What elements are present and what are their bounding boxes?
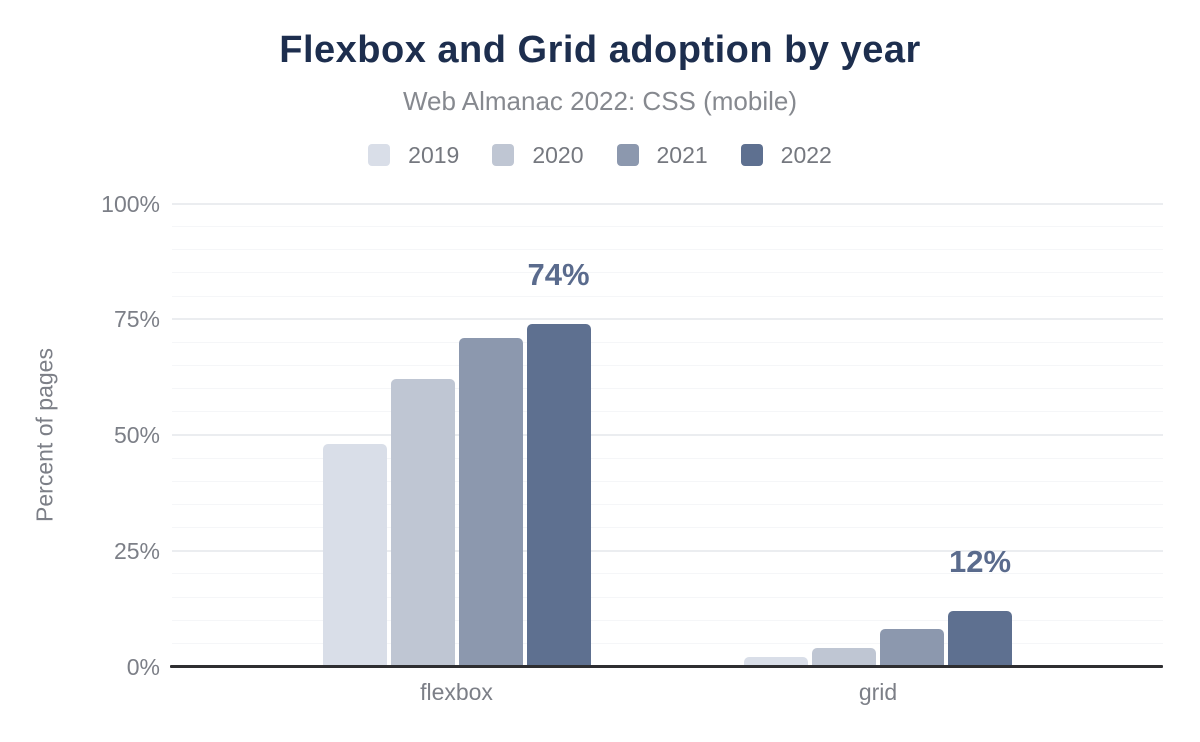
y-tick-0: 0% bbox=[126, 653, 160, 680]
legend-label-2021: 2021 bbox=[656, 141, 708, 168]
legend-item-2019: 2019 bbox=[368, 141, 460, 168]
gridline-40 bbox=[172, 480, 1163, 482]
x-label-grid: grid bbox=[858, 679, 898, 705]
legend-label-2022: 2022 bbox=[780, 141, 832, 168]
x-axis-line bbox=[170, 665, 1163, 668]
gridline-35 bbox=[172, 503, 1163, 505]
gridline-75 bbox=[172, 318, 1163, 321]
legend-label-2020: 2020 bbox=[532, 141, 584, 168]
x-label-flexbox: flexbox bbox=[420, 679, 493, 705]
gridline-95 bbox=[172, 226, 1163, 228]
legend-item-2020: 2020 bbox=[492, 141, 584, 168]
gridline-10 bbox=[172, 619, 1163, 621]
legend-swatch-2019 bbox=[368, 144, 391, 166]
gridline-55 bbox=[172, 411, 1163, 413]
bar-flexbox-2021 bbox=[458, 337, 523, 667]
gridline-65 bbox=[172, 365, 1163, 367]
bar-grid-2020 bbox=[812, 647, 876, 667]
chart-subtitle: Web Almanac 2022: CSS (mobile) bbox=[402, 86, 798, 116]
bar-grid-2021 bbox=[880, 629, 944, 667]
y-tick-25: 25% bbox=[113, 537, 160, 564]
gridline-20 bbox=[172, 573, 1163, 575]
gridline-60 bbox=[172, 388, 1163, 390]
gridline-15 bbox=[172, 596, 1163, 598]
gridline-25 bbox=[172, 549, 1163, 552]
bar-grid-2019 bbox=[744, 657, 808, 667]
y-tick-75: 75% bbox=[113, 306, 160, 333]
gridline-85 bbox=[172, 272, 1163, 274]
value-label-flexbox-2022: 74% bbox=[527, 256, 590, 292]
legend-swatch-2020 bbox=[492, 144, 515, 166]
bar-grid-2022 bbox=[948, 610, 1012, 667]
gridline-50 bbox=[172, 434, 1163, 436]
value-label-grid-2022: 12% bbox=[948, 543, 1012, 579]
gridline-70 bbox=[172, 341, 1163, 343]
gridline-30 bbox=[172, 527, 1163, 529]
legend-swatch-2021 bbox=[616, 144, 639, 166]
bar-flexbox-2022 bbox=[526, 323, 591, 667]
legend: 2019 2020 2021 2022 bbox=[0, 143, 1200, 167]
legend-swatch-2022 bbox=[740, 144, 763, 166]
bar-flexbox-2019 bbox=[322, 444, 387, 667]
gridline-100 bbox=[172, 202, 1163, 205]
gridline-90 bbox=[172, 249, 1163, 251]
y-tick-100: 100% bbox=[101, 190, 160, 217]
gridline-45 bbox=[172, 457, 1163, 459]
legend-item-2022: 2022 bbox=[740, 141, 832, 168]
gridline-80 bbox=[172, 295, 1163, 297]
y-tick-50: 50% bbox=[113, 422, 160, 448]
bar-flexbox-2020 bbox=[390, 379, 455, 667]
chart-title: Flexbox and Grid adoption by year bbox=[279, 29, 921, 71]
gridline-5 bbox=[172, 642, 1163, 644]
legend-label-2019: 2019 bbox=[408, 141, 460, 168]
legend-item-2021: 2021 bbox=[616, 141, 708, 168]
